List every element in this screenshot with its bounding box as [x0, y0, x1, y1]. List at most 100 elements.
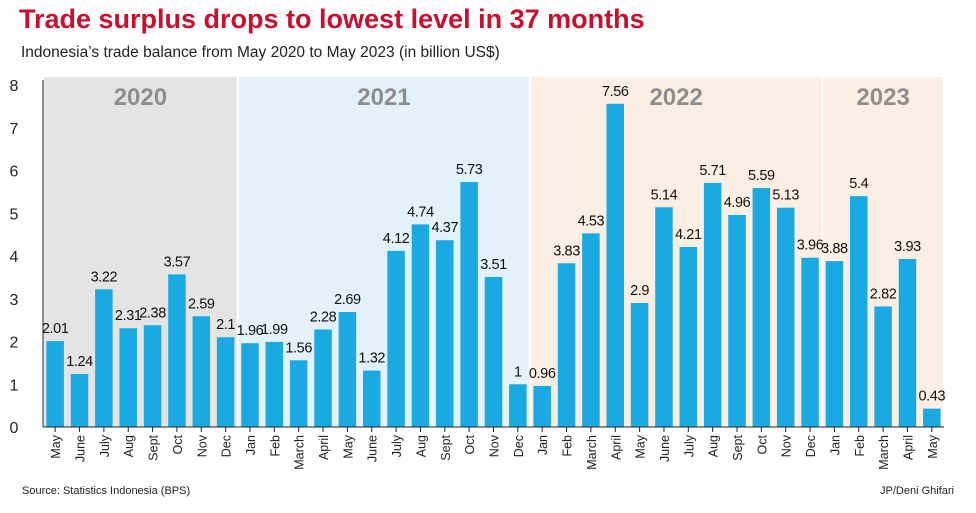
data-label: 2.31 — [115, 308, 142, 324]
year-band-2022 — [531, 77, 822, 427]
year-band-2021 — [238, 77, 530, 427]
data-label: 4.74 — [407, 204, 434, 220]
x-tick-label: May — [341, 434, 355, 458]
bar — [557, 263, 576, 427]
data-label: 2.82 — [870, 286, 897, 302]
data-label: 4.37 — [431, 220, 458, 236]
x-tick-label: Jan — [244, 435, 258, 455]
y-tick-label: 4 — [10, 249, 19, 266]
bar — [95, 289, 113, 427]
bar — [484, 276, 503, 427]
y-tick-label: 2 — [10, 335, 19, 352]
bar — [216, 337, 235, 427]
y-tick-label: 7 — [10, 121, 19, 138]
x-tick-label: Nov — [195, 434, 209, 457]
y-tick-label: 1 — [10, 377, 19, 394]
x-tick-label: Sept — [147, 434, 161, 460]
bar — [143, 325, 162, 427]
data-label: 5.4 — [849, 176, 868, 192]
bar — [241, 343, 259, 427]
year-label-2022: 2022 — [649, 84, 702, 111]
data-label: 4.53 — [578, 213, 605, 229]
data-label: 1.56 — [285, 340, 312, 356]
x-tick-label: April — [901, 435, 915, 460]
x-tick-label: Dec — [512, 435, 526, 457]
data-label: 0.96 — [529, 366, 556, 382]
data-label: 2.38 — [139, 305, 166, 321]
x-tick-label: Feb — [561, 435, 575, 457]
data-label: 2.9 — [630, 283, 649, 299]
x-tick-label: Feb — [268, 435, 282, 457]
data-label: 5.71 — [699, 163, 726, 179]
bar — [825, 261, 844, 427]
y-tick-label: 3 — [10, 292, 19, 309]
data-label: 3.93 — [894, 239, 921, 255]
bar — [387, 250, 405, 427]
x-tick-label: Nov — [488, 434, 502, 457]
bar — [703, 182, 722, 427]
x-tick-label: Aug — [707, 435, 721, 457]
y-axis: 0 1 2 3 4 5 6 7 8 — [10, 78, 44, 437]
data-label: 2.1 — [216, 317, 235, 333]
data-label: 1.99 — [261, 322, 288, 338]
x-tick-label: Jan — [828, 435, 842, 455]
data-label: 4.96 — [724, 195, 751, 211]
x-tick-label: April — [317, 435, 331, 460]
source-note: Source: Statistics Indonesia (BPS) — [22, 485, 191, 497]
x-tick-label: Nov — [780, 434, 794, 457]
bar — [338, 312, 357, 427]
year-label-2021: 2021 — [357, 84, 410, 111]
x-axis: May June July Aug Sept Oct Nov Dec Jan Feb March Ap… — [43, 426, 944, 470]
data-label: 4.21 — [675, 227, 702, 243]
data-label: 1 — [514, 364, 522, 380]
bar — [460, 182, 478, 427]
data-label: 7.56 — [602, 84, 629, 100]
data-label: 3.88 — [821, 241, 848, 257]
bar — [923, 408, 941, 427]
x-tick-label: Oct — [755, 434, 769, 454]
data-label: 2.59 — [188, 296, 215, 312]
bars: 2.01 1.24 3.22 2.312.38 3.57 2.592.1 1.961.99 1… — [42, 84, 946, 427]
bar — [509, 384, 527, 427]
bar — [314, 329, 332, 427]
x-tick-label: Aug — [414, 435, 428, 457]
data-label: 5.59 — [748, 168, 775, 184]
bar — [168, 274, 186, 427]
bar — [606, 103, 625, 427]
bar — [436, 240, 454, 427]
data-label: 2.69 — [334, 292, 361, 308]
x-tick-label: Aug — [122, 435, 136, 457]
data-label: 2.28 — [310, 310, 337, 326]
bar — [898, 258, 917, 427]
bar — [630, 303, 649, 427]
bar — [70, 373, 89, 427]
x-tick-label: Jan — [536, 435, 550, 455]
chart-title: Trade surplus drops to lowest level in 3… — [19, 4, 645, 34]
bar — [362, 370, 381, 427]
bar — [192, 316, 211, 427]
bar — [411, 224, 430, 427]
credit-note: JP/Deni Ghifari — [880, 485, 954, 497]
x-tick-label: June — [658, 435, 672, 462]
x-tick-label: April — [609, 435, 623, 460]
x-tick-label: Sept — [731, 434, 745, 460]
bar — [533, 385, 551, 427]
data-label: 5.73 — [456, 162, 483, 178]
data-label: 3.57 — [164, 254, 191, 270]
x-tick-label: Oct — [463, 434, 477, 454]
data-label: 1.32 — [358, 351, 385, 367]
bar — [679, 247, 698, 427]
bar — [119, 328, 137, 427]
bar — [850, 196, 868, 427]
x-tick-label: March — [293, 435, 307, 470]
y-tick-label: 6 — [10, 164, 19, 181]
chart-subtitle: Indonesia’s trade balance from May 2020 … — [21, 44, 500, 61]
data-label: 3.96 — [797, 238, 824, 254]
bar — [801, 257, 819, 427]
data-label: 1.96 — [237, 323, 264, 339]
x-tick-label: May — [49, 434, 63, 458]
x-tick-label: Sept — [439, 434, 453, 460]
x-tick-label: March — [585, 435, 599, 470]
x-tick-label: Dec — [220, 435, 234, 457]
